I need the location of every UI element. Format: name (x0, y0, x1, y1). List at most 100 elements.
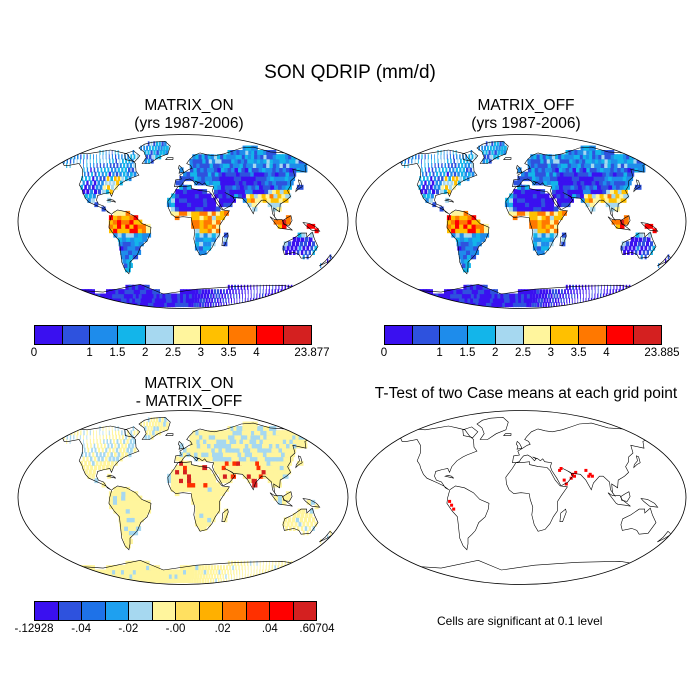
panel-1-title-line1: MATRIX_ON (144, 97, 234, 114)
coastline-newguinea (640, 222, 659, 232)
significant-cell (558, 468, 562, 472)
coastline-samerica (446, 209, 490, 275)
colorbar-tick-label: 2.5 (165, 347, 181, 359)
colorbar-tick-label: 1 (86, 347, 93, 359)
coastline-samerica (108, 209, 152, 275)
significant-cell (584, 468, 588, 472)
colorbar-swatch (293, 602, 316, 620)
colorbar-matrix-on (34, 325, 312, 345)
colorbar-tick-label: -.12928 (14, 623, 54, 635)
colorbar-swatch (35, 326, 63, 344)
map-matrix-on-svg (17, 134, 349, 309)
colorbar-tick-label: 1.5 (459, 347, 476, 359)
map-border (355, 134, 687, 309)
colorbar-swatch (173, 326, 202, 344)
coastline-cuba (106, 198, 116, 203)
coastline-greenland (138, 140, 171, 164)
colorbar-swatch (606, 326, 635, 344)
coastline-indonesia (607, 492, 631, 507)
coastline-antarctica (396, 283, 645, 309)
colorbar-tick-label: 3.5 (570, 347, 587, 359)
colorbar-tick-label: 2 (141, 347, 149, 359)
colorbar-tick-label: 2 (491, 347, 499, 359)
coastline-japan (295, 179, 303, 193)
colorbar-swatch (270, 602, 294, 620)
colorbar-tick-label: 4 (253, 347, 260, 359)
map-ttest-svg (355, 410, 687, 585)
coastline-newguinea (302, 498, 321, 508)
panel-1-title-line2: (yrs 1987-2006) (134, 115, 244, 132)
colorbar-swatch (578, 326, 607, 344)
coastline-madagascar (221, 232, 229, 246)
coastline-borneo (282, 491, 293, 502)
coastline-uk (178, 164, 185, 174)
coastline-samerica (108, 485, 152, 551)
colorbar-swatch (118, 326, 146, 344)
colorbar-tick-label: 0 (380, 347, 388, 359)
coastline-namerica (62, 425, 140, 491)
colorbar-swatch (129, 602, 153, 620)
coastline-eurasia (174, 422, 314, 497)
coastline-africa (167, 461, 230, 532)
colorbar-tick-label: .04 (261, 623, 278, 635)
coastline-newguinea (302, 222, 321, 232)
colorbar-tick-label: .02 (214, 623, 231, 635)
panel-2-title: MATRIX_OFF (yrs 1987-2006) (366, 97, 686, 133)
coastline-australia (620, 507, 657, 535)
significant-cell (590, 474, 594, 478)
colorbar-swatch (246, 602, 270, 620)
coastline-antarctica (58, 559, 307, 585)
colorbar-swatch (152, 602, 176, 620)
map-difference-svg (17, 410, 349, 585)
map-ttest (354, 409, 688, 586)
significance-note: Cells are significant at 0.1 level (437, 614, 603, 628)
panel-3-title: MATRIX_ON - MATRIX_OFF (29, 375, 349, 411)
panel-3-title-line2: - MATRIX_OFF (135, 393, 243, 410)
map-border (355, 410, 687, 585)
colorbar-swatch (440, 326, 469, 344)
colorbar-swatch (62, 326, 91, 344)
colorbar-swatch (176, 602, 200, 620)
on-coastlines (58, 140, 334, 309)
coastline-baffin (124, 426, 141, 438)
coastline-namerica (400, 425, 478, 491)
colorbar-tick-label: 23.877 (294, 347, 330, 359)
colorbar-swatch (256, 326, 285, 344)
coastline-madagascar (221, 508, 229, 522)
colorbar-swatch (58, 602, 82, 620)
colorbar-tick-label: -.04 (71, 623, 92, 635)
coastline-africa (505, 185, 568, 256)
colorbar-tick-label: 1 (436, 347, 443, 359)
coastline-eurasia (512, 422, 652, 497)
significant-cell (564, 482, 568, 486)
coastline-cuba (106, 474, 116, 479)
coastline-cuba (444, 474, 454, 479)
coastline-namerica (62, 149, 140, 215)
colorbar-swatch (145, 326, 174, 344)
coastline-cuba (444, 198, 454, 203)
colorbar-swatch (201, 326, 229, 344)
colorbar-swatch (495, 326, 524, 344)
coastline-japan (295, 455, 303, 469)
coastline-indonesia (269, 492, 293, 507)
figure-title: SON QDRIP (mm/d) (264, 62, 436, 83)
coastline-uk (178, 440, 185, 450)
colorbar-swatch (223, 602, 247, 620)
coastline-newguinea (640, 498, 659, 508)
panel-1-title: MATRIX_ON (yrs 1987-2006) (29, 97, 349, 133)
colorbar-swatch (35, 602, 59, 620)
colorbar-tick-label: -.02 (118, 623, 139, 635)
panel-3-title-line1: MATRIX_ON (144, 375, 234, 392)
coastline-baffin (462, 150, 479, 162)
significant-cell (450, 503, 454, 507)
colorbar-matrix-off-labels: 0 1 1.5 2 2.5 3 3.5 4 23.885 (380, 347, 680, 363)
coastline-greenland (476, 416, 509, 440)
diff-coastlines (58, 416, 334, 585)
colorbar-tick-label: 3 (197, 347, 204, 359)
colorbar-swatch (551, 326, 579, 344)
colorbar-swatch (199, 602, 223, 620)
ttest-coastlines (396, 416, 672, 585)
colorbar-tick-label: -.00 (165, 623, 186, 635)
coastline-iceland (165, 433, 174, 436)
coastline-iceland (503, 157, 512, 160)
